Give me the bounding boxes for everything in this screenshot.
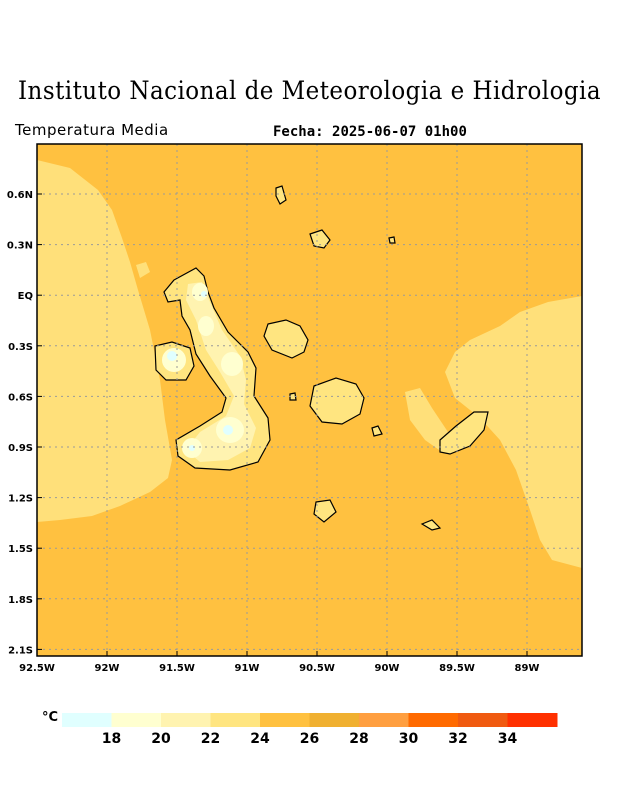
lat-tick-label: 2.1S xyxy=(8,645,33,656)
islands xyxy=(154,185,489,531)
legend-label: 20 xyxy=(151,731,171,747)
fernandina-peak xyxy=(167,351,177,361)
latitude-axis: 0.6N 0.3N EQ 0.3S 0.6S 0.9S 1.2S 1.5S 1.8S 2.1S xyxy=(7,190,42,656)
floreana-island xyxy=(313,499,337,523)
legend-swatch xyxy=(62,713,112,727)
legend-swatch xyxy=(359,713,409,727)
legend-unit: °C xyxy=(42,710,59,725)
legend-label: 24 xyxy=(250,731,270,747)
peak-sierra-negra xyxy=(223,425,233,435)
genovesa-island xyxy=(388,236,396,244)
legend-swatch xyxy=(507,713,558,727)
lon-tick-label: 92.5W xyxy=(19,663,55,674)
cool-water-east xyxy=(445,296,582,568)
peak-wolf xyxy=(201,291,207,297)
legend-label: 28 xyxy=(349,731,368,747)
marchena-island xyxy=(309,229,331,249)
institute-title: Instituto Nacional de Meteorologia e Hid… xyxy=(18,76,602,105)
date-value: 2025-06-07 01h00 xyxy=(332,124,467,140)
lat-tick-label: 0.3N xyxy=(7,241,33,252)
legend-swatch xyxy=(210,713,261,727)
lon-tick-label: 89W xyxy=(515,663,540,674)
lat-tick-label: 1.2S xyxy=(8,494,33,505)
legend-label: 22 xyxy=(201,731,220,747)
lat-tick-label: EQ xyxy=(18,291,33,302)
legend-label: 26 xyxy=(300,731,319,747)
legend-swatch xyxy=(260,713,310,727)
legend-swatch xyxy=(111,713,162,727)
espanola-island xyxy=(420,519,442,531)
legend-label: 30 xyxy=(399,731,419,747)
santa-fe-island xyxy=(371,425,383,437)
volcano-darwin xyxy=(198,316,214,336)
legend-swatch xyxy=(458,713,508,727)
lon-tick-label: 90.5W xyxy=(299,663,335,674)
pinzon-island xyxy=(289,392,297,401)
lon-tick-label: 89.5W xyxy=(439,663,475,674)
lon-tick-label: 91W xyxy=(235,663,260,674)
legend-swatch xyxy=(309,713,360,727)
lat-tick-label: 1.5S xyxy=(8,544,33,555)
santiago-island xyxy=(263,319,309,359)
date-label: Fecha: xyxy=(273,124,324,140)
legend-label: 34 xyxy=(498,731,518,747)
volcano-alcedo xyxy=(221,352,243,376)
santa-cruz-island xyxy=(309,377,365,425)
pinta-island xyxy=(275,185,287,205)
lat-tick-label: 1.8S xyxy=(8,595,33,606)
lon-tick-label: 90W xyxy=(375,663,400,674)
lat-tick-label: 0.9S xyxy=(8,443,33,454)
peak-cerro-azul xyxy=(189,445,195,451)
legend-label: 32 xyxy=(448,731,467,747)
cool-water-west xyxy=(37,160,172,522)
map-frame xyxy=(36,143,583,657)
lat-tick-label: 0.3S xyxy=(8,342,33,353)
cool-water-patch xyxy=(136,262,150,278)
legend-swatch xyxy=(161,713,211,727)
lon-tick-label: 91.5W xyxy=(159,663,195,674)
product-title: Temperatura Media xyxy=(15,121,169,139)
cool-water-east-patch xyxy=(405,388,448,452)
legend-label: 18 xyxy=(102,731,121,747)
lon-tick-label: 92W xyxy=(95,663,120,674)
legend-colorbar: 18 20 22 24 26 28 30 32 34 xyxy=(62,713,558,747)
san-cristobal-island xyxy=(439,411,489,455)
date-stamp: Fecha: 2025-06-07 01h00 xyxy=(273,124,467,140)
map-fields xyxy=(37,144,582,656)
graticule xyxy=(37,144,582,656)
lat-tick-label: 0.6N xyxy=(7,190,33,201)
lat-tick-label: 0.6S xyxy=(8,392,33,403)
legend-swatch xyxy=(408,713,459,727)
longitude-axis: 92.5W 92W 91.5W 91W 90.5W 90W 89.5W 89W xyxy=(19,651,539,674)
